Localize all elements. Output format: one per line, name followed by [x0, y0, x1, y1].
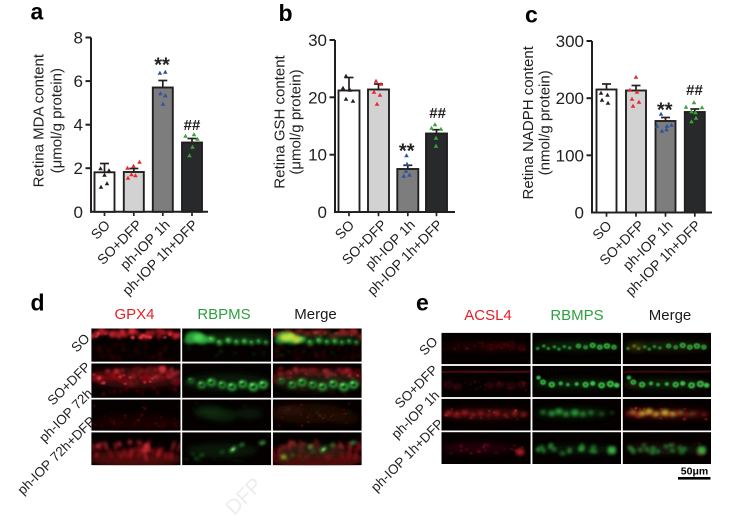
svg-text:RBPMS: RBPMS — [197, 306, 250, 323]
svg-text:Merge: Merge — [294, 306, 337, 323]
svg-text:6: 6 — [74, 72, 83, 91]
svg-text:8: 8 — [74, 29, 83, 48]
svg-text:(nmol/g protein): (nmol/g protein) — [537, 70, 554, 175]
svg-text:c: c — [525, 2, 538, 28]
svg-text:b: b — [279, 0, 293, 26]
svg-text:e: e — [416, 290, 429, 316]
svg-text:Merge: Merge — [649, 307, 692, 324]
svg-text:30: 30 — [308, 31, 327, 50]
svg-text:50μm: 50μm — [681, 466, 708, 478]
svg-text:Retina MDA content: Retina MDA content — [31, 53, 48, 187]
svg-text:**: ** — [657, 100, 673, 122]
svg-text:0: 0 — [318, 203, 327, 222]
svg-text:20: 20 — [308, 88, 327, 107]
svg-text:4: 4 — [74, 116, 83, 135]
svg-text:RBMPS: RBMPS — [550, 307, 603, 324]
svg-text:ACSL4: ACSL4 — [464, 307, 512, 324]
svg-text:**: ** — [154, 54, 170, 76]
svg-text:a: a — [31, 0, 44, 25]
svg-text:Retina NADPH content: Retina NADPH content — [520, 45, 537, 199]
svg-text:Retina GSH content: Retina GSH content — [272, 54, 289, 188]
svg-text:10: 10 — [308, 146, 327, 165]
svg-text:0: 0 — [74, 203, 83, 222]
svg-text:(μmol/g protein): (μmol/g protein) — [288, 69, 305, 174]
svg-text:(μmol/g protein): (μmol/g protein) — [49, 68, 66, 173]
svg-text:200: 200 — [556, 89, 584, 108]
svg-text:300: 300 — [556, 32, 584, 51]
svg-text:##: ## — [686, 82, 703, 99]
svg-text:##: ## — [429, 105, 446, 122]
svg-text:d: d — [31, 290, 45, 316]
svg-text:##: ## — [184, 117, 201, 134]
svg-text:GPX4: GPX4 — [114, 306, 154, 323]
svg-text:2: 2 — [74, 159, 83, 178]
svg-text:100: 100 — [556, 146, 584, 165]
svg-text:**: ** — [399, 141, 415, 163]
svg-text:0: 0 — [575, 204, 584, 223]
